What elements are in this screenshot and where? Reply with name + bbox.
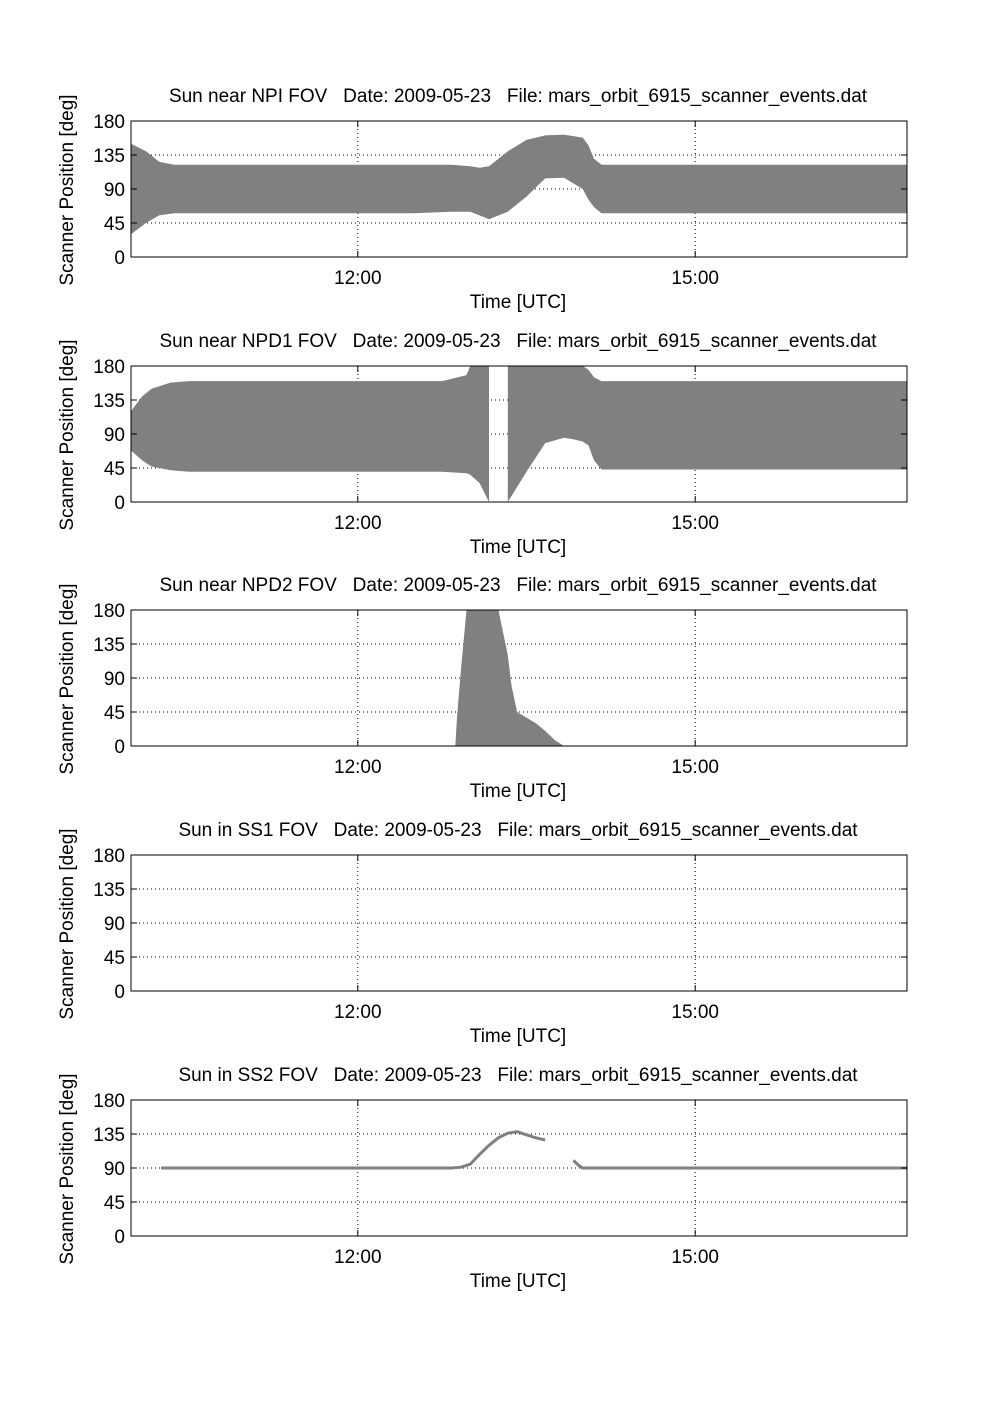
y-tick-label: 90 [104,914,125,935]
y-tick-label: 180 [93,357,125,378]
ticks: 12:00 15:00 0 45 90 135 180 [93,846,907,1023]
y-tick-label: 0 [114,248,125,269]
y-axis-label: Scanner Position [deg] [57,1073,78,1264]
series-group [455,610,564,746]
y-tick-label: 0 [114,493,125,514]
y-tick-label: 0 [114,737,125,758]
y-tick-label: 45 [104,214,125,235]
area-band [455,610,564,746]
chart-panel-npi: Sun near NPI FOV Date: 2009-05-23 File: … [57,86,908,313]
ticks: 12:00 15:00 0 45 90 135 180 [93,601,907,778]
x-tick-label: 15:00 [671,1002,719,1023]
y-tick-label: 90 [104,180,125,201]
ticks: 12:00 15:00 0 45 90 135 180 [93,1091,907,1268]
chart-panel-ss1: Sun in SS1 FOV Date: 2009-05-23 File: ma… [57,820,908,1047]
y-tick-label: 45 [104,948,125,969]
y-tick-label: 135 [93,635,125,656]
chart-title: Sun near NPI FOV Date: 2009-05-23 File: … [169,86,868,107]
area-band [507,366,907,502]
grid-lines [131,610,907,746]
grid-lines [131,855,907,991]
plot-area: 12:00 15:00 0 45 90 135 180 [93,112,908,289]
y-tick-label: 0 [114,982,125,1003]
x-tick-label: 12:00 [334,1002,382,1023]
y-tick-label: 90 [104,669,125,690]
series-group [161,1130,907,1170]
area-band [131,366,489,502]
x-tick-label: 12:00 [334,513,382,534]
y-tick-label: 135 [93,1125,125,1146]
x-tick-label: 15:00 [671,1247,719,1268]
chart-panel-npd2: Sun near NPD2 FOV Date: 2009-05-23 File:… [57,575,908,802]
plot-area: 12:00 15:00 0 45 90 135 180 [93,846,908,1023]
y-tick-label: 135 [93,391,125,412]
y-tick-label: 45 [104,1193,125,1214]
x-tick-label: 12:00 [334,268,382,289]
ticks: 12:00 15:00 0 45 90 135 180 [93,357,907,534]
y-tick-label: 135 [93,146,125,167]
y-tick-label: 180 [93,1091,125,1112]
ticks: 12:00 15:00 0 45 90 135 180 [93,112,907,289]
x-tick-label: 15:00 [671,268,719,289]
y-tick-label: 0 [114,1227,125,1248]
chart-title: Sun in SS1 FOV Date: 2009-05-23 File: ma… [178,820,858,841]
y-tick-label: 90 [104,1159,125,1180]
y-tick-label: 45 [104,459,125,480]
y-axis-label: Scanner Position [deg] [57,583,78,774]
x-tick-label: 15:00 [671,757,719,778]
y-axis-label: Scanner Position [deg] [57,828,78,1019]
series-group [131,134,907,235]
chart-title: Sun near NPD2 FOV Date: 2009-05-23 File:… [159,575,877,596]
y-axis-label: Scanner Position [deg] [57,339,78,530]
x-tick-label: 15:00 [671,513,719,534]
chart-panel-npd1: Sun near NPD1 FOV Date: 2009-05-23 File:… [57,331,908,558]
x-axis-label: Time [UTC] [470,537,566,558]
x-axis-label: Time [UTC] [470,292,566,313]
y-tick-label: 180 [93,601,125,622]
y-tick-label: 180 [93,112,125,133]
x-axis-label: Time [UTC] [470,1271,566,1292]
x-axis-label: Time [UTC] [470,1026,566,1047]
chart-title: Sun near NPD1 FOV Date: 2009-05-23 File:… [159,331,877,352]
y-tick-label: 45 [104,703,125,724]
x-tick-label: 12:00 [334,1247,382,1268]
y-tick-label: 180 [93,846,125,867]
plot-area: 12:00 15:00 0 45 90 135 180 [93,601,908,778]
x-tick-label: 12:00 [334,757,382,778]
series-line [161,1130,546,1170]
area-band [131,134,907,235]
y-axis-label: Scanner Position [deg] [57,94,78,285]
series-line [572,1159,907,1170]
plot-area: 12:00 15:00 0 45 90 135 180 [93,357,908,534]
series-group [131,366,907,502]
plot-area: 12:00 15:00 0 45 90 135 180 [93,1091,908,1268]
x-axis-label: Time [UTC] [470,781,566,802]
chart-title: Sun in SS2 FOV Date: 2009-05-23 File: ma… [178,1065,858,1086]
chart-panel-ss2: Sun in SS2 FOV Date: 2009-05-23 File: ma… [57,1065,908,1292]
y-tick-label: 135 [93,880,125,901]
y-tick-label: 90 [104,425,125,446]
